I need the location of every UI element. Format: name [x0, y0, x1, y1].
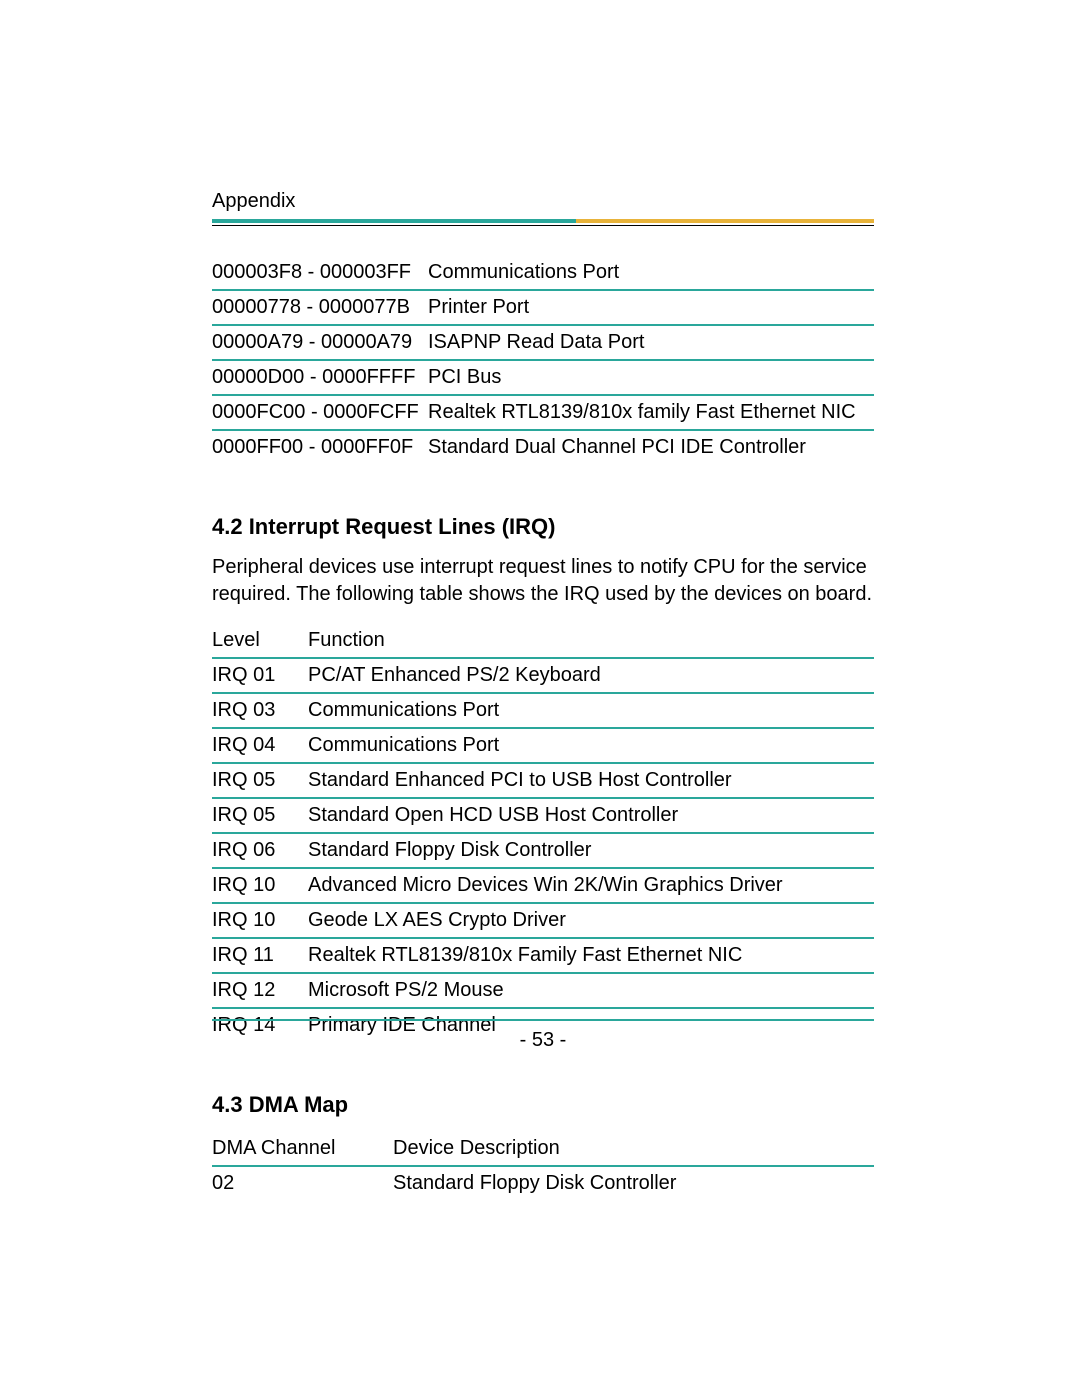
irq-func: Microsoft PS/2 Mouse	[308, 973, 874, 1008]
irq-func: PC/AT Enhanced PS/2 Keyboard	[308, 658, 874, 693]
dma-table: DMA Channel Device Description 02 Standa…	[212, 1132, 874, 1200]
irq-level: IRQ 06	[212, 833, 308, 868]
io-range: 0000FC00 - 0000FCFF	[212, 395, 428, 430]
irq-func: Communications Port	[308, 693, 874, 728]
table-row: IRQ 12Microsoft PS/2 Mouse	[212, 973, 874, 1008]
irq-level: IRQ 11	[212, 938, 308, 973]
table-row: IRQ 05Standard Open HCD USB Host Control…	[212, 798, 874, 833]
table-row: IRQ 10Geode LX AES Crypto Driver	[212, 903, 874, 938]
dma-header-channel: DMA Channel	[212, 1132, 393, 1166]
page-number: - 53 -	[212, 1029, 874, 1052]
table-row: IRQ 03Communications Port	[212, 693, 874, 728]
table-row: IRQ 04Communications Port	[212, 728, 874, 763]
io-range: 0000FF00 - 0000FF0F	[212, 430, 428, 464]
io-range: 00000778 - 0000077B	[212, 290, 428, 325]
table-row: 000003F8 - 000003FF Communications Port	[212, 256, 874, 290]
irq-func: Advanced Micro Devices Win 2K/Win Graphi…	[308, 868, 874, 903]
irq-header-level: Level	[212, 624, 308, 658]
table-row: IRQ 05Standard Enhanced PCI to USB Host …	[212, 763, 874, 798]
irq-table: Level Function IRQ 01PC/AT Enhanced PS/2…	[212, 624, 874, 1042]
table-row: 0000FF00 - 0000FF0F Standard Dual Channe…	[212, 430, 874, 464]
table-row: 0000FC00 - 0000FCFF Realtek RTL8139/810x…	[212, 395, 874, 430]
footer-rule	[212, 1019, 874, 1021]
page-footer: - 53 -	[212, 1019, 874, 1052]
dma-desc: Standard Floppy Disk Controller	[393, 1166, 874, 1200]
irq-func: Standard Open HCD USB Host Controller	[308, 798, 874, 833]
section-heading-irq: 4.2 Interrupt Request Lines (IRQ)	[212, 514, 874, 540]
io-desc: Realtek RTL8139/810x family Fast Etherne…	[428, 395, 874, 430]
document-page: Appendix 000003F8 - 000003FF Communicati…	[0, 0, 1080, 1397]
table-header-row: DMA Channel Device Description	[212, 1132, 874, 1166]
irq-level: IRQ 03	[212, 693, 308, 728]
table-header-row: Level Function	[212, 624, 874, 658]
irq-level: IRQ 01	[212, 658, 308, 693]
irq-func: Communications Port	[308, 728, 874, 763]
table-row: 00000D00 - 0000FFFF PCI Bus	[212, 360, 874, 395]
header-rule	[212, 219, 874, 223]
header-rule-gold	[576, 219, 874, 223]
header-thin-rule	[212, 225, 874, 226]
io-range: 000003F8 - 000003FF	[212, 256, 428, 290]
table-row: 02 Standard Floppy Disk Controller	[212, 1166, 874, 1200]
table-row: IRQ 10Advanced Micro Devices Win 2K/Win …	[212, 868, 874, 903]
irq-header-function: Function	[308, 624, 874, 658]
irq-func: Geode LX AES Crypto Driver	[308, 903, 874, 938]
table-row: 00000A79 - 00000A79 ISAPNP Read Data Por…	[212, 325, 874, 360]
irq-level: IRQ 12	[212, 973, 308, 1008]
io-desc: PCI Bus	[428, 360, 874, 395]
irq-level: IRQ 10	[212, 868, 308, 903]
io-desc: ISAPNP Read Data Port	[428, 325, 874, 360]
io-desc: Printer Port	[428, 290, 874, 325]
io-desc: Standard Dual Channel PCI IDE Controller	[428, 430, 874, 464]
table-row: IRQ 06Standard Floppy Disk Controller	[212, 833, 874, 868]
irq-level: IRQ 05	[212, 798, 308, 833]
section-intro-irq: Peripheral devices use interrupt request…	[212, 554, 874, 608]
irq-func: Realtek RTL8139/810x Family Fast Etherne…	[308, 938, 874, 973]
irq-level: IRQ 04	[212, 728, 308, 763]
io-desc: Communications Port	[428, 256, 874, 290]
table-row: IRQ 01PC/AT Enhanced PS/2 Keyboard	[212, 658, 874, 693]
dma-channel: 02	[212, 1166, 393, 1200]
header-section-label: Appendix	[212, 190, 874, 213]
io-address-table: 000003F8 - 000003FF Communications Port …	[212, 256, 874, 464]
dma-header-desc: Device Description	[393, 1132, 874, 1166]
irq-func: Standard Enhanced PCI to USB Host Contro…	[308, 763, 874, 798]
irq-level: IRQ 05	[212, 763, 308, 798]
irq-func: Standard Floppy Disk Controller	[308, 833, 874, 868]
io-range: 00000D00 - 0000FFFF	[212, 360, 428, 395]
io-range: 00000A79 - 00000A79	[212, 325, 428, 360]
irq-level: IRQ 10	[212, 903, 308, 938]
table-row: 00000778 - 0000077B Printer Port	[212, 290, 874, 325]
header-rule-teal	[212, 219, 576, 223]
table-row: IRQ 11Realtek RTL8139/810x Family Fast E…	[212, 938, 874, 973]
section-heading-dma: 4.3 DMA Map	[212, 1092, 874, 1118]
